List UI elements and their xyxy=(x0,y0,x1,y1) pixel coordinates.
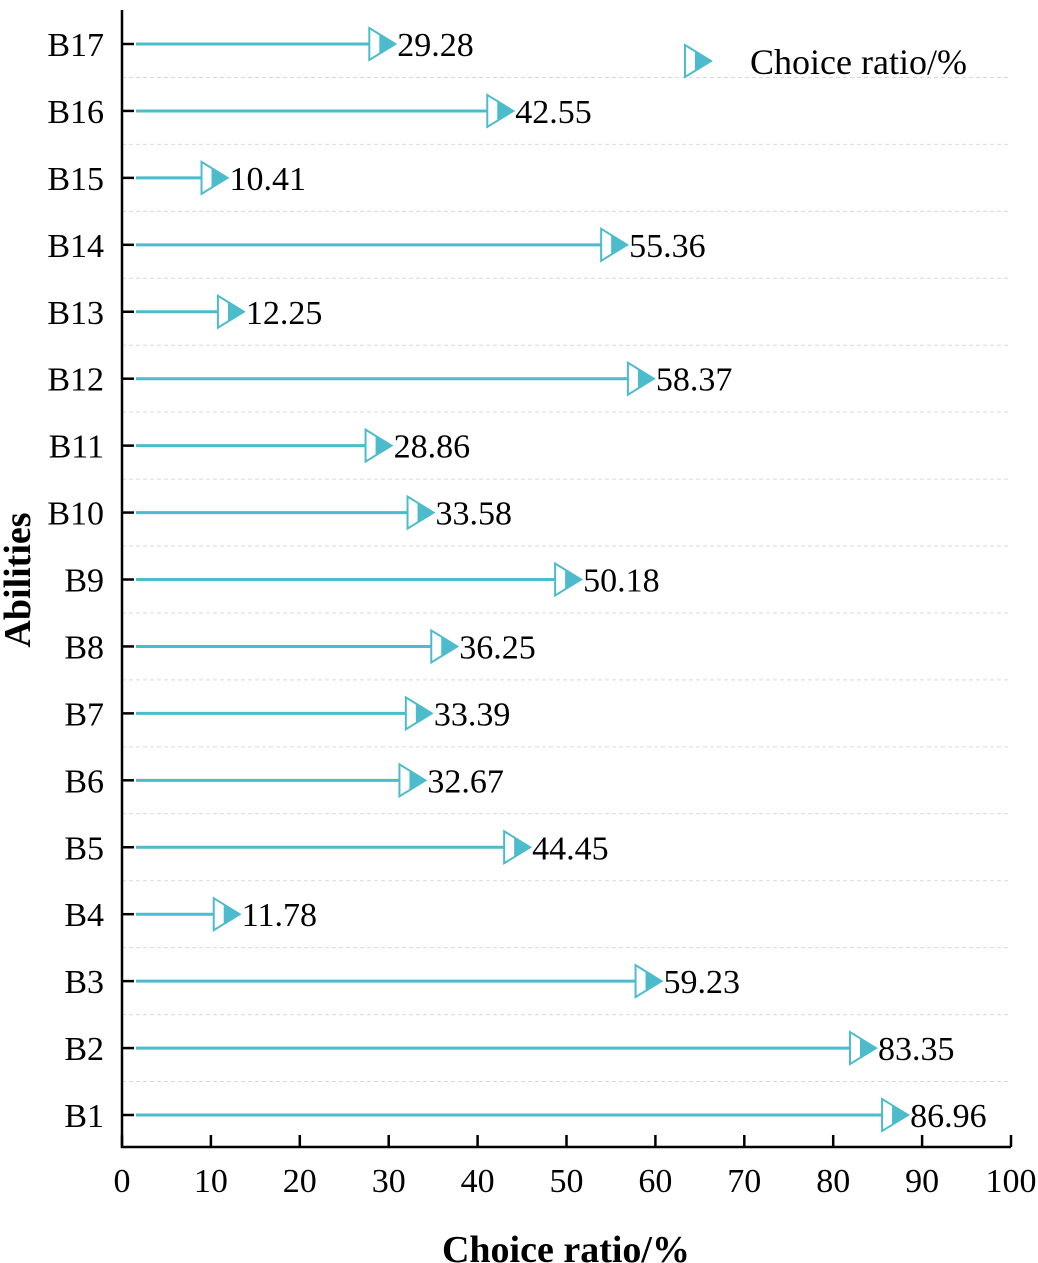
category-label-B13: B13 xyxy=(47,295,104,332)
x-tick-label-10: 10 xyxy=(194,1163,228,1200)
category-label-B14: B14 xyxy=(47,228,104,265)
value-label-B12: 58.37 xyxy=(656,362,733,399)
value-label-B4: 11.78 xyxy=(242,897,317,934)
value-label-B8: 36.25 xyxy=(459,629,536,666)
value-label-B9: 50.18 xyxy=(583,563,660,600)
legend-triangle-icon xyxy=(684,43,713,79)
value-label-B3: 59.23 xyxy=(664,964,741,1001)
marker-B4 xyxy=(212,896,242,932)
category-label-B3: B3 xyxy=(64,964,104,1001)
grid-lines xyxy=(122,76,1011,1083)
category-label-B6: B6 xyxy=(64,763,104,800)
category-label-B5: B5 xyxy=(64,830,104,867)
value-label-B13: 12.25 xyxy=(246,295,323,332)
value-label-B14: 55.36 xyxy=(629,228,706,265)
marker-B11 xyxy=(364,427,394,464)
x-tick-label-60: 60 xyxy=(638,1163,672,1200)
category-label-B8: B8 xyxy=(64,629,104,666)
marker-B14 xyxy=(600,227,630,263)
marker-B7 xyxy=(404,695,434,732)
x-tick-label-40: 40 xyxy=(461,1163,495,1200)
marker-B15 xyxy=(200,160,230,196)
value-label-B5: 44.45 xyxy=(532,830,609,867)
value-label-B6: 32.67 xyxy=(427,763,504,800)
marker-B8 xyxy=(430,628,460,665)
marker-B13 xyxy=(216,293,246,330)
category-label-B9: B9 xyxy=(64,563,104,600)
value-label-B2: 83.35 xyxy=(878,1031,955,1068)
x-tick-label-20: 20 xyxy=(283,1163,317,1200)
x-tick-label-100: 100 xyxy=(986,1163,1037,1200)
marker-B17 xyxy=(368,26,398,62)
marker-B10 xyxy=(406,494,436,531)
value-labels: 86.96 83.35 59.23 11.78 44.45 32.67 33.39 36.25… xyxy=(230,27,987,1135)
marker-B6 xyxy=(398,762,428,799)
category-label-B17: B17 xyxy=(47,27,104,64)
marker-B1 xyxy=(881,1097,910,1133)
value-label-B16: 42.55 xyxy=(515,94,592,131)
marker-B12 xyxy=(626,360,656,397)
legend-marker-icon xyxy=(684,43,713,79)
value-label-B11: 28.86 xyxy=(394,429,471,466)
x-tick-label-70: 70 xyxy=(727,1163,761,1200)
y-axis-title: Abilities xyxy=(0,512,39,647)
category-label-B10: B10 xyxy=(47,496,104,533)
category-label-B16: B16 xyxy=(47,94,104,131)
category-label-B7: B7 xyxy=(64,696,104,733)
x-axis-ticks: 0 10 20 30 40 50 60 70 80 90 100 xyxy=(114,1135,1037,1200)
marker-B9 xyxy=(554,561,584,598)
value-label-B7: 33.39 xyxy=(434,696,511,733)
legend: Choice ratio/% xyxy=(684,42,967,82)
category-label-B4: B4 xyxy=(64,897,104,934)
value-label-B1: 86.96 xyxy=(910,1098,987,1135)
marker-B5 xyxy=(503,829,533,866)
value-label-B15: 10.41 xyxy=(230,161,307,198)
marker-B3 xyxy=(634,963,664,999)
legend-label: Choice ratio/% xyxy=(750,42,967,82)
value-label-B17: 29.28 xyxy=(397,27,474,64)
axes xyxy=(120,10,1011,1149)
category-labels: B1 B2 B3 B4 B5 B6 B7 B8 B9 B10 B11 B12 B13 B14 B15 B16 B… xyxy=(47,27,104,1135)
lollipop-markers xyxy=(200,26,910,1133)
x-tick-label-0: 0 xyxy=(114,1163,131,1200)
category-label-B11: B11 xyxy=(49,429,104,466)
x-tick-label-80: 80 xyxy=(816,1163,850,1200)
category-label-B1: B1 xyxy=(64,1098,104,1135)
marker-B2 xyxy=(848,1030,878,1066)
category-label-B2: B2 xyxy=(64,1031,104,1068)
x-tick-label-50: 50 xyxy=(550,1163,584,1200)
x-tick-label-30: 30 xyxy=(372,1163,406,1200)
category-label-B15: B15 xyxy=(47,161,104,198)
value-label-B10: 33.58 xyxy=(436,496,513,533)
marker-B16 xyxy=(486,93,516,129)
x-tick-label-90: 90 xyxy=(905,1163,939,1200)
category-label-B12: B12 xyxy=(47,362,104,399)
x-axis-title: Choice ratio/% xyxy=(442,1229,690,1263)
lollipop-stems xyxy=(136,42,883,1117)
